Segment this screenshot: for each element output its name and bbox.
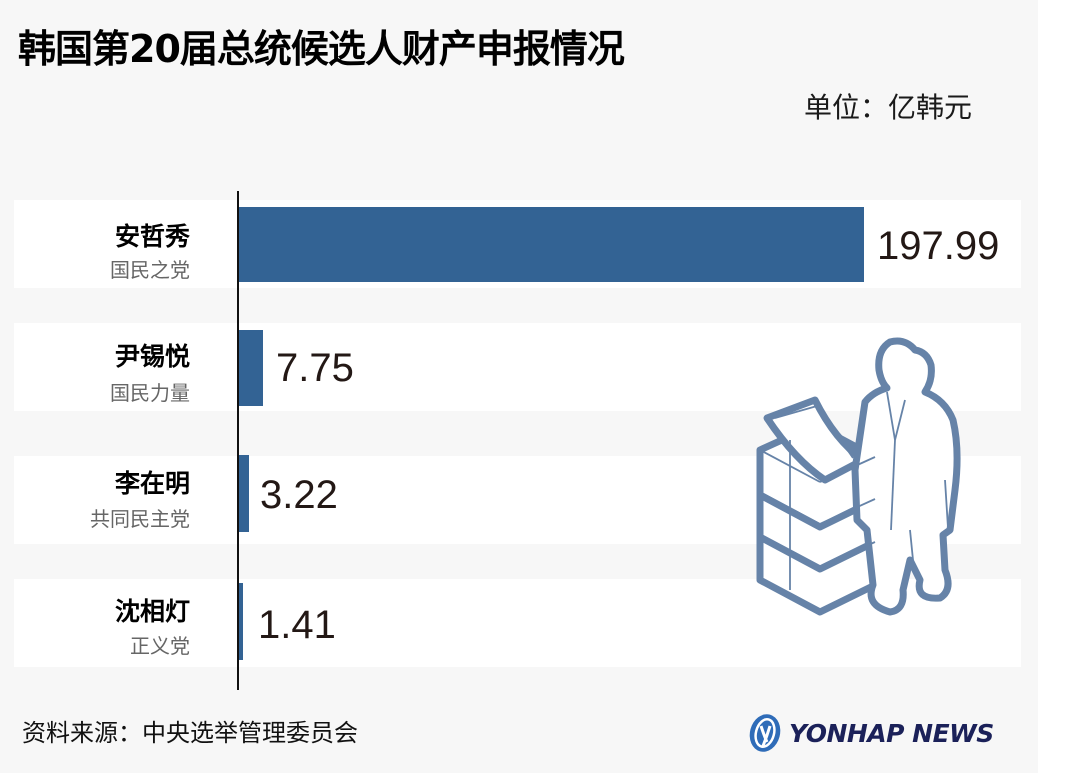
candidate-party: 共同民主党 (90, 507, 190, 531)
source-note: 资料来源：中央选举管理委员会 (22, 719, 358, 747)
yonhap-news-logo: YONHAP NEWS (745, 711, 994, 755)
bar-ahn (239, 207, 864, 282)
candidate-name: 安哲秀 (114, 222, 190, 251)
bar-lee (239, 455, 249, 532)
candidate-party: 国民力量 (110, 381, 190, 405)
bar-sim (239, 583, 243, 660)
chart-title: 韩国第20届总统候选人财产申报情况 (18, 27, 625, 71)
infographic-canvas: 韩国第20届总统候选人财产申报情况 单位：亿韩元 安哲秀 国民之党 197.99… (14, 27, 1021, 755)
value-label: 3.22 (260, 473, 338, 517)
value-label: 197.99 (877, 224, 1000, 268)
candidate-party: 国民之党 (110, 258, 190, 282)
chart-row-yoon (14, 323, 1021, 411)
bar-yoon (239, 330, 263, 406)
candidate-name: 李在明 (114, 469, 190, 498)
unit-label: 单位：亿韩元 (804, 91, 973, 124)
yonhap-logo-mark-icon (749, 714, 781, 752)
logo-text: YONHAP NEWS (789, 718, 994, 748)
y-axis-line (237, 191, 239, 690)
candidate-name: 沈相灯 (114, 597, 190, 626)
value-label: 1.41 (258, 603, 336, 647)
businessman-money-illustration-icon (756, 337, 961, 616)
candidate-party: 正义党 (130, 634, 190, 658)
value-label: 7.75 (276, 346, 354, 390)
candidate-name: 尹锡悦 (114, 342, 190, 371)
